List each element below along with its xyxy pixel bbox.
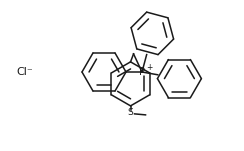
Text: P: P xyxy=(139,67,145,77)
Text: S: S xyxy=(128,108,133,117)
Text: +: + xyxy=(146,63,152,72)
Text: Cl⁻: Cl⁻ xyxy=(17,67,33,77)
